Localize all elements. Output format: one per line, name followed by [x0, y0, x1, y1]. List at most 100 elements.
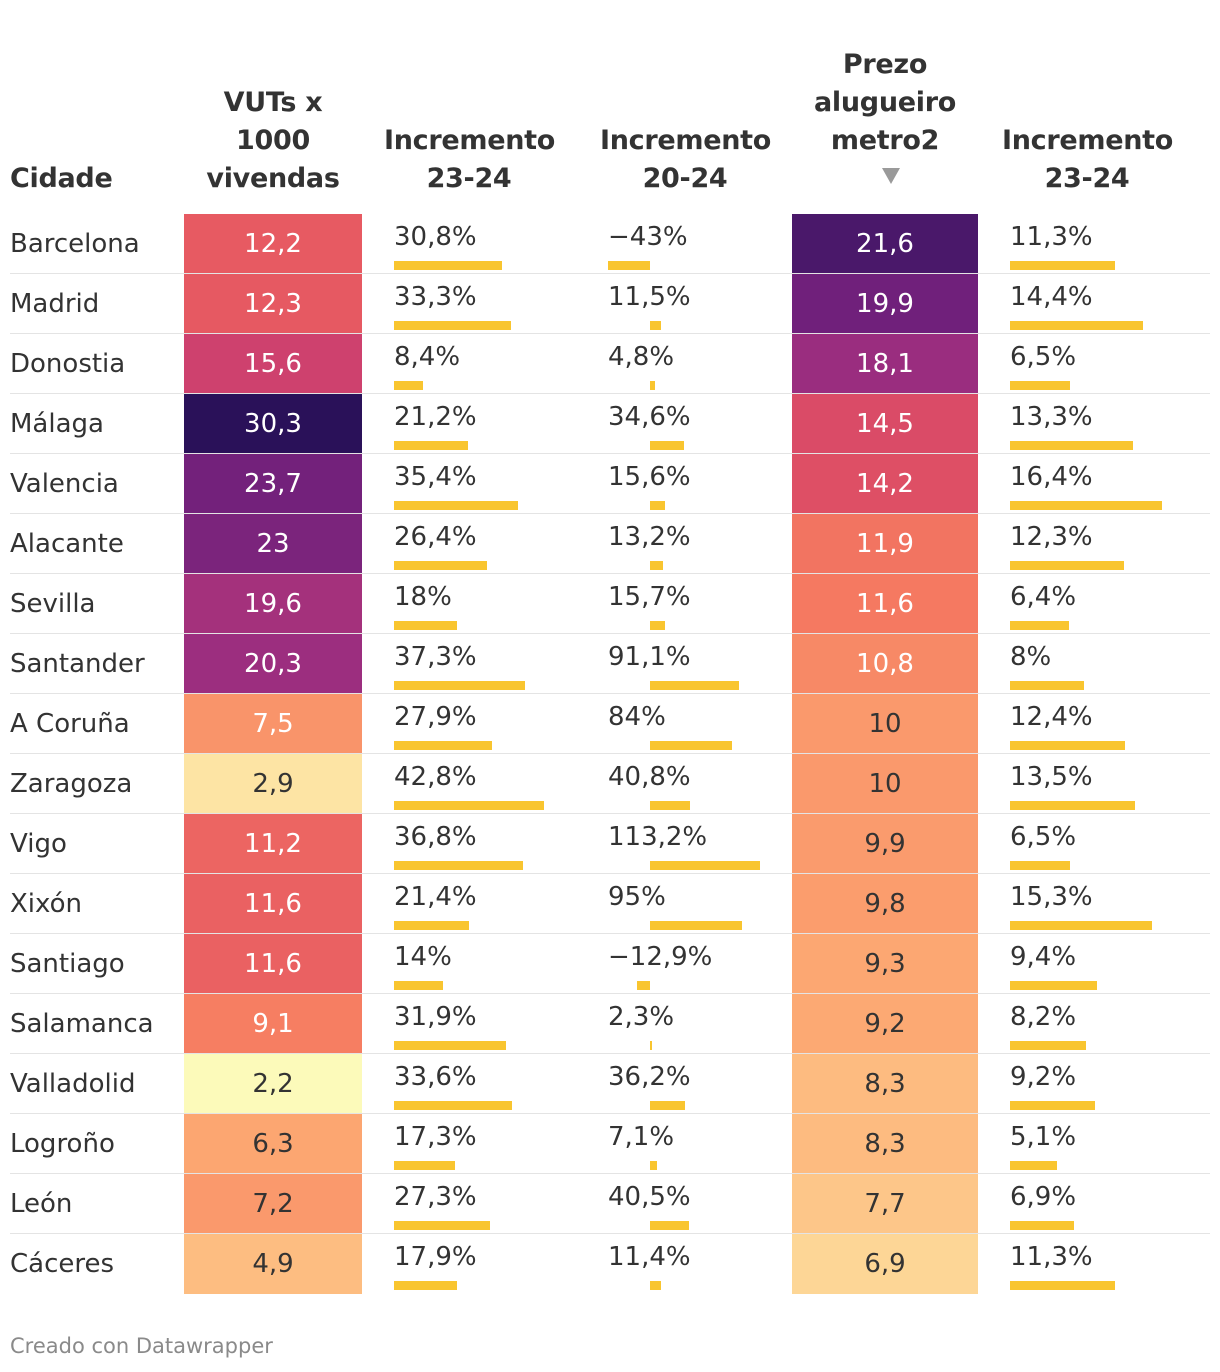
- table-row[interactable]: Santiago 11,6 14% −12,9% 9,3 9,4%: [10, 934, 1210, 994]
- table-row[interactable]: Madrid 12,3 33,3% 11,5% 19,9 14,4%: [10, 274, 1210, 334]
- table-row[interactable]: Valladolid 2,2 33,6% 36,2% 8,3 9,2%: [10, 1054, 1210, 1114]
- cell-inc1: 17,9%: [394, 1242, 477, 1272]
- cell-city: Sevilla: [10, 589, 96, 619]
- cell-city: Santiago: [10, 949, 125, 979]
- cell-inc1: 21,2%: [394, 402, 477, 432]
- bar-inc3: [1010, 501, 1162, 510]
- cell-inc3: 12,4%: [1010, 702, 1093, 732]
- table-row[interactable]: Sevilla 19,6 18% 15,7% 11,6 6,4%: [10, 574, 1210, 634]
- cell-inc3: 11,3%: [1010, 1242, 1093, 1272]
- row-divider: [10, 633, 1210, 634]
- header-price-line1: Prezo: [842, 49, 928, 80]
- bar-inc3: [1010, 1221, 1074, 1230]
- cell-inc2: −43%: [608, 222, 688, 252]
- cell-vut-heat: 11,6: [184, 874, 362, 934]
- cell-inc2: −12,9%: [608, 942, 713, 972]
- bar-inc3: [1010, 1041, 1086, 1050]
- cell-price-heat: 19,9: [792, 274, 978, 334]
- header-inc3-line2: 23-24: [1044, 163, 1130, 194]
- cell-vut-heat: 30,3: [184, 394, 362, 454]
- bar-inc2: [650, 1281, 662, 1290]
- bar-inc1: [394, 1041, 506, 1050]
- table-row[interactable]: Xixón 11,6 21,4% 95% 9,8 15,3%: [10, 874, 1210, 934]
- cell-price-heat: 11,9: [792, 514, 978, 574]
- cell-inc2: 11,5%: [608, 282, 691, 312]
- bar-inc2: [650, 921, 743, 930]
- bar-inc1: [394, 861, 523, 870]
- row-divider: [10, 513, 1210, 514]
- header-city: Cidade: [10, 160, 113, 198]
- bar-inc1: [394, 1161, 455, 1170]
- cell-vut-heat: 11,2: [184, 814, 362, 874]
- cell-city: Zaragoza: [10, 769, 133, 799]
- cell-vut-heat: 2,2: [184, 1054, 362, 1114]
- cell-inc2: 40,5%: [608, 1182, 691, 1212]
- table-row[interactable]: A Coruña 7,5 27,9% 84% 10 12,4%: [10, 694, 1210, 754]
- bar-inc2: [650, 1161, 657, 1170]
- table-row[interactable]: Logroño 6,3 17,3% 7,1% 8,3 5,1%: [10, 1114, 1210, 1174]
- cell-inc2: 91,1%: [608, 642, 691, 672]
- bar-inc1: [394, 801, 544, 810]
- row-divider: [10, 1233, 1210, 1234]
- table-row[interactable]: Vigo 11,2 36,8% 113,2% 9,9 6,5%: [10, 814, 1210, 874]
- table-row[interactable]: Málaga 30,3 21,2% 34,6% 14,5 13,3%: [10, 394, 1210, 454]
- cell-price-heat: 9,8: [792, 874, 978, 934]
- cell-city: Barcelona: [10, 229, 140, 259]
- sort-descending-icon[interactable]: [882, 168, 900, 184]
- cell-inc2: 11,4%: [608, 1242, 691, 1272]
- header-increment-23-24-b[interactable]: Incremento 23-24: [1002, 122, 1173, 198]
- table-row[interactable]: Salamanca 9,1 31,9% 2,3% 9,2 8,2%: [10, 994, 1210, 1054]
- table-row[interactable]: Santander 20,3 37,3% 91,1% 10,8 8%: [10, 634, 1210, 694]
- table-row[interactable]: Cáceres 4,9 17,9% 11,4% 6,9 11,3%: [10, 1234, 1210, 1294]
- cell-inc2: 7,1%: [608, 1122, 675, 1152]
- cell-vut-heat: 20,3: [184, 634, 362, 694]
- cell-inc1: 31,9%: [394, 1002, 477, 1032]
- table-row[interactable]: Barcelona 12,2 30,8% −43% 21,6 11,3%: [10, 214, 1210, 274]
- bar-inc1: [394, 921, 469, 930]
- cell-inc2: 15,7%: [608, 582, 691, 612]
- header-vut[interactable]: VUTs x 1000 vivendas: [184, 84, 362, 198]
- table-row[interactable]: Valencia 23,7 35,4% 15,6% 14,2 16,4%: [10, 454, 1210, 514]
- header-inc1-line1: Incremento: [384, 125, 556, 156]
- bar-inc2: [650, 381, 655, 390]
- bar-inc2: [650, 741, 732, 750]
- cell-inc1: 33,6%: [394, 1062, 477, 1092]
- bar-inc2: [650, 501, 666, 510]
- cell-vut-heat: 12,2: [184, 214, 362, 274]
- cell-inc3: 13,3%: [1010, 402, 1093, 432]
- header-price[interactable]: Prezo alugueiro metro2: [792, 46, 978, 160]
- row-divider: [10, 1053, 1210, 1054]
- cell-inc3: 9,2%: [1010, 1062, 1077, 1092]
- cell-price-heat: 9,3: [792, 934, 978, 994]
- cell-price-heat: 6,9: [792, 1234, 978, 1294]
- bar-inc1: [394, 981, 444, 990]
- row-divider: [10, 333, 1210, 334]
- cell-inc3: 8,2%: [1010, 1002, 1077, 1032]
- cell-price-heat: 8,3: [792, 1114, 978, 1174]
- header-vut-line3: vivendas: [206, 163, 340, 194]
- table-row[interactable]: León 7,2 27,3% 40,5% 7,7 6,9%: [10, 1174, 1210, 1234]
- cell-city: Santander: [10, 649, 145, 679]
- row-divider: [10, 873, 1210, 874]
- bar-inc2: [650, 801, 690, 810]
- header-increment-20-24[interactable]: Incremento 20-24: [600, 122, 771, 198]
- cell-city: Donostia: [10, 349, 126, 379]
- cell-inc3: 8%: [1010, 642, 1052, 672]
- cell-price-heat: 8,3: [792, 1054, 978, 1114]
- cell-inc2: 84%: [608, 702, 666, 732]
- bar-inc1: [394, 1101, 512, 1110]
- cell-price-heat: 14,2: [792, 454, 978, 514]
- header-city-label: Cidade: [10, 163, 113, 194]
- table-row[interactable]: Donostia 15,6 8,4% 4,8% 18,1 6,5%: [10, 334, 1210, 394]
- table-row[interactable]: Zaragoza 2,9 42,8% 40,8% 10 13,5%: [10, 754, 1210, 814]
- credit-footer[interactable]: Creado con Datawrapper: [10, 1334, 273, 1358]
- header-increment-23-24[interactable]: Incremento 23-24: [384, 122, 556, 198]
- table-row[interactable]: Alacante 23 26,4% 13,2% 11,9 12,3%: [10, 514, 1210, 574]
- bar-inc1: [394, 1221, 490, 1230]
- cell-inc1: 33,3%: [394, 282, 477, 312]
- bar-inc3: [1010, 1161, 1058, 1170]
- cell-price-heat: 10: [792, 754, 978, 814]
- row-divider: [10, 573, 1210, 574]
- cell-inc1: 17,3%: [394, 1122, 477, 1152]
- row-divider: [10, 453, 1210, 454]
